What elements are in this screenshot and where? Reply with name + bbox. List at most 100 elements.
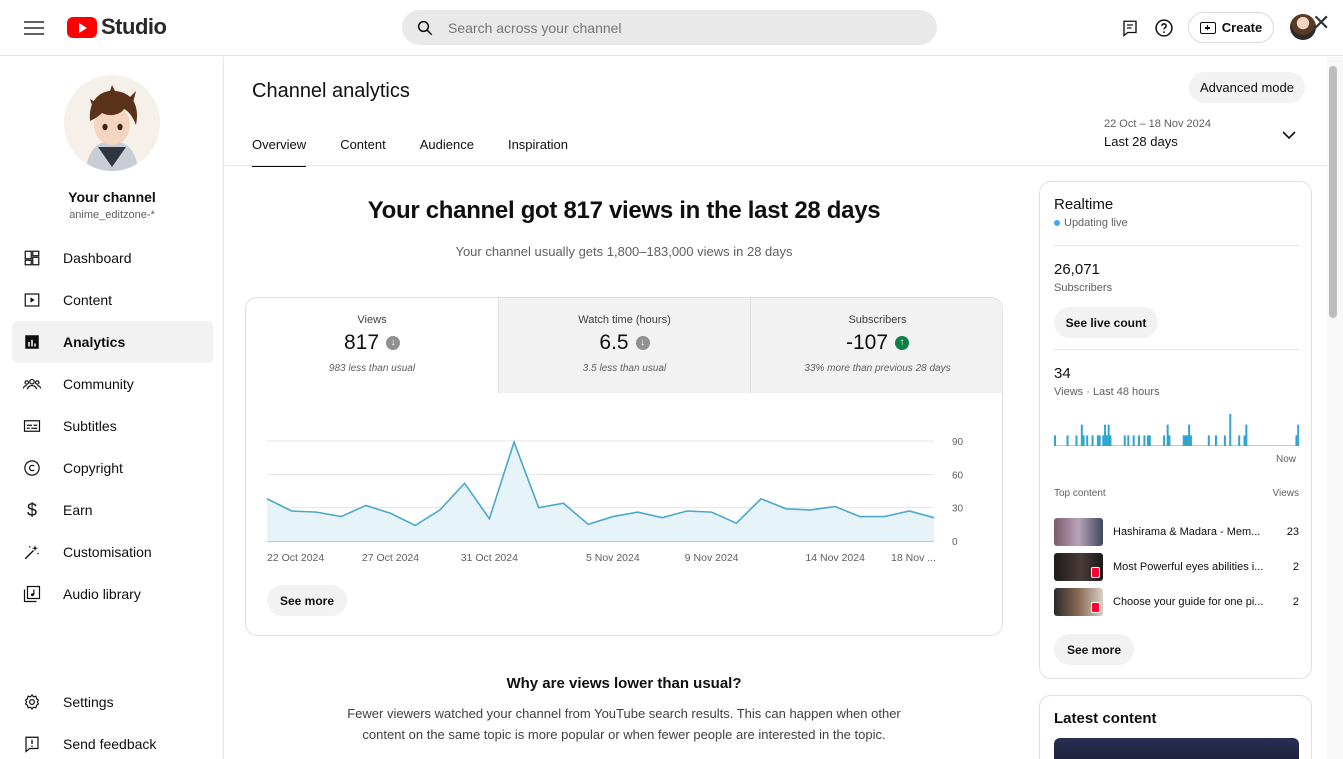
metric-watch-time-tab[interactable]: Watch time (hours) 6.5 ↓ 3.5 less than us… bbox=[498, 298, 750, 393]
video-title: Hashirama & Madara - Mem... bbox=[1113, 526, 1261, 538]
help-icon[interactable] bbox=[1152, 16, 1176, 40]
tab-content[interactable]: Content bbox=[340, 137, 386, 152]
top-content-views-label: Views bbox=[1272, 488, 1300, 499]
sidebar-item-label: Analytics bbox=[63, 334, 126, 350]
x-tick-label: 22 Oct 2024 bbox=[267, 552, 324, 564]
data-point bbox=[636, 511, 639, 514]
x-tick-label: 5 Nov 2024 bbox=[586, 552, 640, 564]
logo-text: Studio bbox=[101, 14, 167, 39]
earn-icon: $ bbox=[26, 499, 37, 520]
scrollbar-thumb[interactable] bbox=[1329, 66, 1337, 318]
realtime-views-value: 34 bbox=[1054, 365, 1071, 382]
sidebar-item-dashboard[interactable]: Dashboard bbox=[12, 237, 213, 279]
realtime-bar bbox=[1297, 424, 1299, 446]
see-more-button[interactable]: See more bbox=[267, 585, 347, 616]
sidebar-item-earn[interactable]: $ Earn bbox=[12, 489, 213, 531]
studio-logo[interactable]: Studio bbox=[67, 14, 167, 40]
realtime-bar bbox=[1168, 435, 1171, 446]
x-tick-label: 27 Oct 2024 bbox=[362, 552, 419, 564]
data-point bbox=[933, 516, 936, 519]
realtime-bar bbox=[1182, 435, 1185, 446]
data-point bbox=[611, 515, 614, 518]
sidebar-item-community[interactable]: Community bbox=[12, 363, 213, 405]
sidebar-item-customisation[interactable]: Customisation bbox=[12, 531, 213, 573]
data-point bbox=[735, 522, 738, 525]
data-point bbox=[858, 515, 861, 518]
views-line bbox=[266, 439, 935, 527]
feedback-icon bbox=[21, 733, 43, 755]
views-chart[interactable]: 0 30 60 90 22 Oct 2024 27 Oct 2024 31 Oct 2024… bbox=[246, 393, 1003, 568]
tab-overview[interactable]: Overview bbox=[252, 137, 307, 167]
realtime-bar bbox=[1166, 424, 1169, 446]
top-content-item[interactable]: Most Powerful eyes abilities i... 2 bbox=[1054, 553, 1299, 581]
subscribers-label: Subscribers bbox=[1054, 282, 1113, 294]
sidebar-item-audio-library[interactable]: Audio library bbox=[12, 573, 213, 615]
realtime-bar bbox=[1238, 435, 1241, 446]
tab-inspiration[interactable]: Inspiration bbox=[507, 137, 568, 152]
see-live-count-button[interactable]: See live count bbox=[1054, 307, 1158, 338]
data-point bbox=[908, 510, 911, 513]
search-icon bbox=[417, 20, 433, 35]
chevron-down-icon bbox=[1282, 131, 1296, 140]
top-content-item[interactable]: Hashirama & Madara - Mem... 23 bbox=[1054, 518, 1299, 546]
menu-icon[interactable] bbox=[22, 18, 46, 38]
realtime-views-bar-chart[interactable] bbox=[1054, 408, 1299, 446]
metric-value: 817 bbox=[343, 331, 380, 354]
realtime-status: Updating live bbox=[1054, 217, 1128, 229]
close-icon[interactable]: ✕ bbox=[1312, 10, 1331, 35]
realtime-bar bbox=[1091, 435, 1094, 446]
latest-content-card: Latest content bbox=[1039, 695, 1312, 759]
account-avatar[interactable] bbox=[1290, 14, 1316, 40]
metric-label: Views bbox=[357, 314, 387, 326]
feedback-icon[interactable] bbox=[1118, 16, 1142, 40]
realtime-bar bbox=[1245, 424, 1248, 446]
sidebar: Your channel anime_editzone-* Dashboard … bbox=[0, 57, 224, 759]
data-point bbox=[463, 482, 466, 485]
video-title: Choose your guide for one pi... bbox=[1113, 596, 1264, 608]
search-input[interactable] bbox=[448, 19, 908, 36]
top-content-label: Top content bbox=[1054, 488, 1106, 499]
sidebar-item-settings[interactable]: Settings bbox=[12, 681, 213, 723]
channel-avatar[interactable] bbox=[64, 75, 160, 171]
realtime-bar bbox=[1107, 424, 1110, 446]
channel-title: Your channel bbox=[68, 189, 156, 205]
metric-views-tab[interactable]: Views 817 ↓ 983 less than usual bbox=[246, 298, 498, 393]
sidebar-item-subtitles[interactable]: Subtitles bbox=[12, 405, 213, 447]
advanced-mode-button[interactable]: Advanced mode bbox=[1189, 72, 1305, 103]
sidebar-item-analytics[interactable]: Analytics bbox=[12, 321, 213, 363]
shorts-icon bbox=[1091, 602, 1100, 613]
realtime-bar bbox=[1082, 435, 1085, 446]
data-point bbox=[290, 510, 293, 513]
metric-note: 983 less than usual bbox=[328, 363, 416, 374]
realtime-bar bbox=[1098, 435, 1101, 446]
sidebar-item-label: Settings bbox=[63, 694, 114, 710]
sidebar-item-send-feedback[interactable]: Send feedback bbox=[12, 723, 213, 759]
metric-value: 6.5 bbox=[599, 331, 629, 354]
community-icon bbox=[21, 373, 43, 395]
data-point bbox=[537, 506, 540, 509]
metric-note: 33% more than previous 28 days bbox=[804, 363, 951, 374]
sidebar-item-content[interactable]: Content bbox=[12, 279, 213, 321]
sidebar-item-label: Content bbox=[63, 292, 113, 308]
metric-label: Subscribers bbox=[848, 314, 907, 326]
realtime-bar bbox=[1096, 435, 1099, 446]
search-bar[interactable] bbox=[402, 10, 937, 45]
realtime-see-more-button[interactable]: See more bbox=[1054, 634, 1134, 665]
sidebar-item-copyright[interactable]: Copyright bbox=[12, 447, 213, 489]
realtime-bar bbox=[1132, 435, 1135, 446]
data-point bbox=[809, 508, 812, 511]
realtime-bar bbox=[1127, 435, 1130, 446]
arrow-down-icon: ↓ bbox=[386, 336, 401, 350]
date-range-picker[interactable]: 22 Oct – 18 Nov 2024 Last 28 days bbox=[1104, 118, 1304, 149]
create-button[interactable]: Create bbox=[1188, 12, 1274, 43]
tab-audience[interactable]: Audience bbox=[419, 137, 474, 152]
data-point bbox=[562, 502, 565, 505]
latest-video-thumbnail[interactable] bbox=[1054, 738, 1299, 759]
views-subline: Your channel usually gets 1,800–183,000 … bbox=[455, 244, 793, 259]
realtime-bar bbox=[1146, 435, 1149, 446]
sidebar-item-label: Earn bbox=[63, 502, 93, 518]
realtime-bar bbox=[1148, 435, 1151, 446]
realtime-bar bbox=[1102, 435, 1105, 446]
metric-subscribers-tab[interactable]: Subscribers -107 ↑ 33% more than previous… bbox=[750, 298, 1002, 393]
top-content-item[interactable]: Choose your guide for one pi... 2 bbox=[1054, 588, 1299, 616]
